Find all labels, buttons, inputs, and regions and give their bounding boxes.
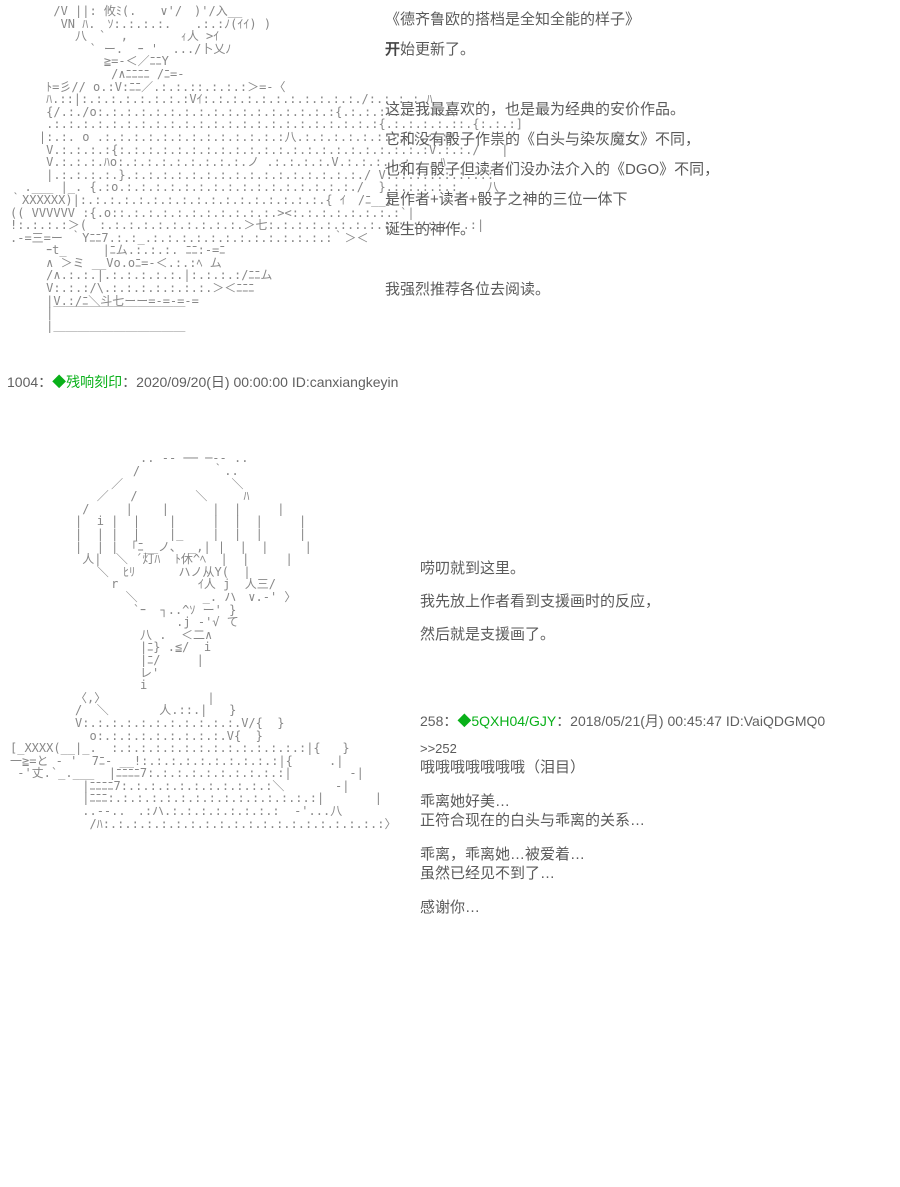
post-1-line-4: 它和没有骰子作祟的《白头与染灰魔女》不同， <box>385 125 719 155</box>
post-1-line-7: 诞生的神作。 <box>385 215 719 245</box>
post-1-line-5: 也和有骰子但读者们没办法介入的《DGO》不同， <box>385 155 719 185</box>
post-2: .. -- ── ─-- .. / ｀.. ／ ＼ ／ / ＼ ﾊ / | | … <box>0 417 900 917</box>
post-1-blank-2 <box>385 245 719 275</box>
post-1-line-9: 我强烈推荐各位去阅读。 <box>385 275 719 305</box>
author-trip[interactable]: ◆残响刻印 <box>52 374 122 390</box>
post-1-line-1: 开始更新了。 <box>385 35 719 65</box>
reply-line-6: 感谢你… <box>420 898 825 918</box>
bold-start: 开 <box>385 41 400 58</box>
intro-line-2: 然后就是支援画了。 <box>420 618 825 651</box>
reply-timestamp: ：2018/05/21(月) 00:45:47 ID:VaiQDGMQ0 <box>556 713 825 729</box>
reply-para-2: 乖离她好美… 正符合现在的白头与乖离的关系… <box>420 792 825 831</box>
post-1-line-3: 这是我最喜欢的，也是最为经典的安价作品。 <box>385 95 719 125</box>
post-2-intro: 唠叨就到这里。 我先放上作者看到支援画时的反应， 然后就是支援画了。 <box>420 547 825 651</box>
post-2-right: 唠叨就到这里。 我先放上作者看到支援画时的反应， 然后就是支援画了。 258：◆… <box>370 447 825 917</box>
timestamp: ：2020/09/20(日) 00:00:00 ID:canxiangkeyin <box>122 374 398 390</box>
post-1-text: 《德齐鲁欧的搭档是全知全能的样子》 开始更新了。 这是我最喜欢的，也是最为经典的… <box>370 0 719 305</box>
reply-line-1: 哦哦哦哦哦哦哦（泪目） <box>420 758 825 778</box>
reply-para-4: 感谢你… <box>420 898 825 918</box>
reply-para-3: 乖离，乖离她…被爱着… 虽然已经见不到了… <box>420 845 825 884</box>
post-1-blank-1 <box>385 65 719 95</box>
reply-number: 258 <box>420 713 443 729</box>
reply-258-meta: 258：◆5QXH04/GJY：2018/05/21(月) 00:45:47 I… <box>420 711 825 731</box>
reply-line-2: 乖离她好美… <box>420 792 825 812</box>
post-1: /V ||: 攸ﾐ(. ∨'/ )'/入__ VN ﾊ. ｿ:.:.:.:. .… <box>0 0 900 332</box>
post-1-line-0: 《德齐鲁欧的搭档是全知全能的样子》 <box>385 5 719 35</box>
ascii-art-1: /V ||: 攸ﾐ(. ∨'/ )'/入__ VN ﾊ. ｿ:.:.:.:. .… <box>0 0 370 332</box>
reply-line-3: 正符合现在的白头与乖离的关系… <box>420 811 825 831</box>
intro-line-0: 唠叨就到这里。 <box>420 552 825 585</box>
reply-colon: ： <box>443 713 457 729</box>
reply-line-4: 乖离，乖离她…被爱着… <box>420 845 825 865</box>
post-1004-meta: 1004：◆残响刻印：2020/09/20(日) 00:00:00 ID:can… <box>7 372 900 392</box>
post-number: 1004 <box>7 374 38 390</box>
reply-reference[interactable]: >>252 <box>420 741 825 758</box>
reply-author-trip[interactable]: ◆5QXH04/GJY <box>457 713 556 729</box>
reply-line-5: 虽然已经见不到了… <box>420 864 825 884</box>
post-1-line-6: 是作者+读者+骰子之神的三位一体下 <box>385 185 719 215</box>
intro-line-1: 我先放上作者看到支援画时的反应， <box>420 585 825 618</box>
ascii-art-2: .. -- ── ─-- .. / ｀.. ／ ＼ ／ / ＼ ﾊ / | | … <box>0 447 370 830</box>
reply-body: >>252 哦哦哦哦哦哦哦（泪目） 乖离她好美… 正符合现在的白头与乖离的关系…… <box>420 741 825 917</box>
colon: ： <box>38 374 52 390</box>
